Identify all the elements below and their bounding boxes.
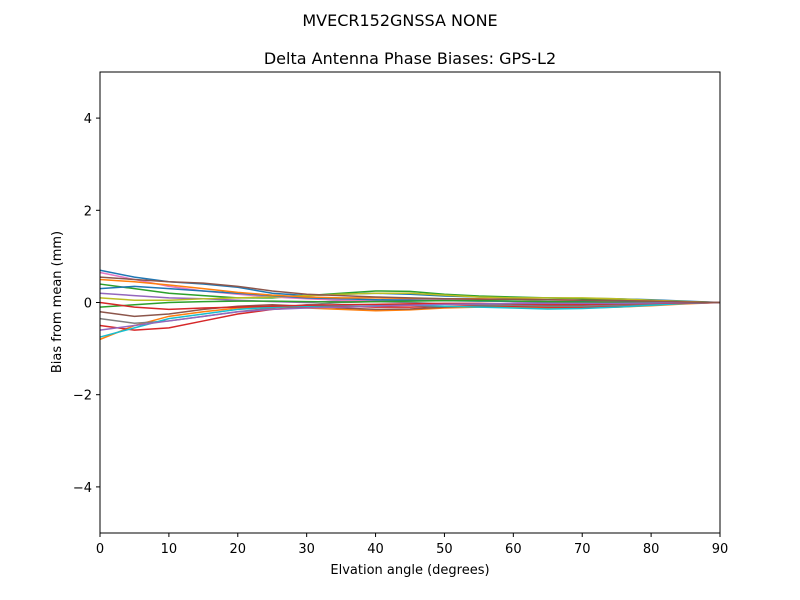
series-line: [99, 276, 721, 304]
plot-area: [99, 269, 721, 341]
x-axis-label: Elvation angle (degrees): [330, 563, 489, 578]
series-line: [99, 283, 721, 304]
y-tick-label: 2: [84, 204, 92, 219]
series-line: [99, 292, 721, 304]
x-tick-label: 50: [436, 542, 453, 557]
x-tick-label: 70: [574, 542, 591, 557]
y-tick-label: −2: [73, 389, 92, 404]
series-line: [99, 299, 720, 308]
x-tick-label: 60: [505, 542, 522, 557]
chart-title: Delta Antenna Phase Biases: GPS-L2: [264, 49, 556, 68]
y-axis-label: Bias from mean (mm): [50, 231, 65, 373]
x-tick-label: 30: [298, 542, 315, 557]
y-tick-label: 4: [84, 112, 92, 127]
y-tick-label: −4: [73, 481, 92, 496]
x-tick-label: 80: [643, 542, 660, 557]
x-tick-label: 20: [230, 542, 247, 557]
series-line: [99, 301, 721, 331]
series-line: [99, 301, 720, 331]
y-tick-label: 0: [84, 297, 92, 312]
x-tick-label: 0: [96, 542, 104, 557]
suptitle: MVECR152GNSSA NONE: [302, 11, 497, 30]
x-tick-label: 90: [712, 542, 729, 557]
x-tick-label: 40: [367, 542, 384, 557]
x-tick-label: 10: [161, 542, 178, 557]
